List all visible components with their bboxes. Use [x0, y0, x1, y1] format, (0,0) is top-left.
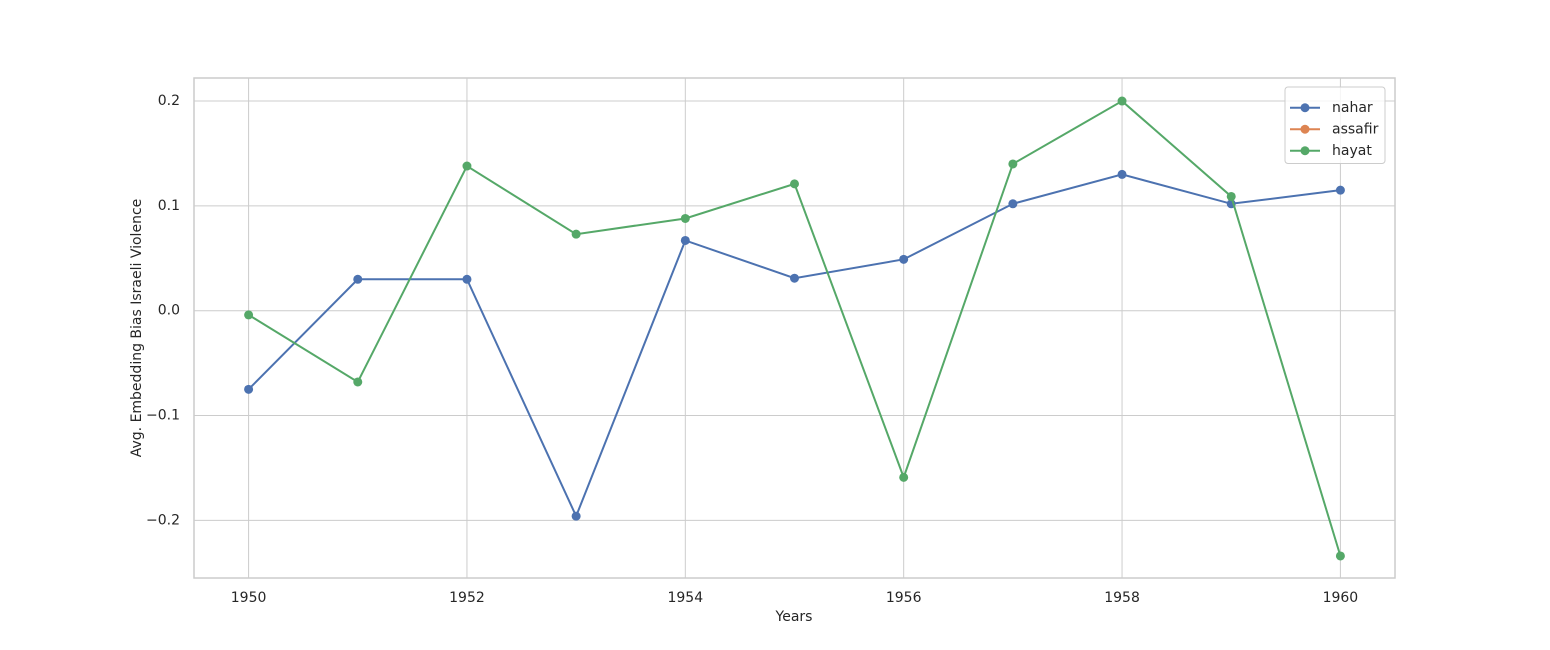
- point: [244, 310, 254, 320]
- point: [680, 235, 690, 245]
- point: [1226, 191, 1236, 201]
- point: [1008, 199, 1018, 209]
- legend-marker: [1300, 103, 1310, 113]
- point: [244, 384, 254, 394]
- x-axis-label: Years: [775, 609, 813, 625]
- y-tick-label: −0.1: [146, 408, 180, 424]
- point: [790, 179, 799, 189]
- point: [790, 273, 799, 283]
- x-tick-label: 1960: [1323, 590, 1359, 606]
- legend-label: hayat: [1332, 143, 1372, 159]
- point: [571, 511, 581, 521]
- legend-marker: [1300, 124, 1310, 134]
- y-tick-label: 0.2: [158, 93, 180, 109]
- point: [899, 254, 909, 264]
- y-tick-label: 0.0: [158, 303, 180, 319]
- plot-frame: [193, 77, 1396, 579]
- point: [571, 229, 581, 239]
- point: [1117, 96, 1127, 106]
- legend-marker: [1300, 146, 1310, 156]
- legend-label: nahar: [1332, 100, 1373, 116]
- point: [1117, 169, 1127, 179]
- point: [353, 377, 363, 387]
- point: [1335, 551, 1345, 561]
- legend-label: assafir: [1332, 121, 1379, 137]
- y-axis-label: Avg. Embedding Bias Israeli Violence: [129, 199, 145, 458]
- point: [680, 213, 690, 223]
- x-tick-label: 1958: [1104, 590, 1140, 606]
- series-line: [248, 99, 1342, 557]
- point: [462, 274, 472, 284]
- y-tick-label: −0.2: [146, 512, 180, 528]
- legend-box: [1284, 86, 1386, 164]
- series-line: [247, 173, 1341, 519]
- point: [462, 161, 472, 171]
- x-tick-label: 1952: [449, 590, 485, 606]
- point: [1335, 185, 1345, 195]
- x-tick-label: 1956: [886, 590, 922, 606]
- x-tick-label: 1954: [667, 590, 703, 606]
- point: [899, 472, 909, 482]
- y-tick-label: 0.1: [158, 198, 180, 214]
- x-tick-label: 1950: [231, 590, 267, 606]
- point: [353, 274, 363, 284]
- point: [1008, 159, 1018, 169]
